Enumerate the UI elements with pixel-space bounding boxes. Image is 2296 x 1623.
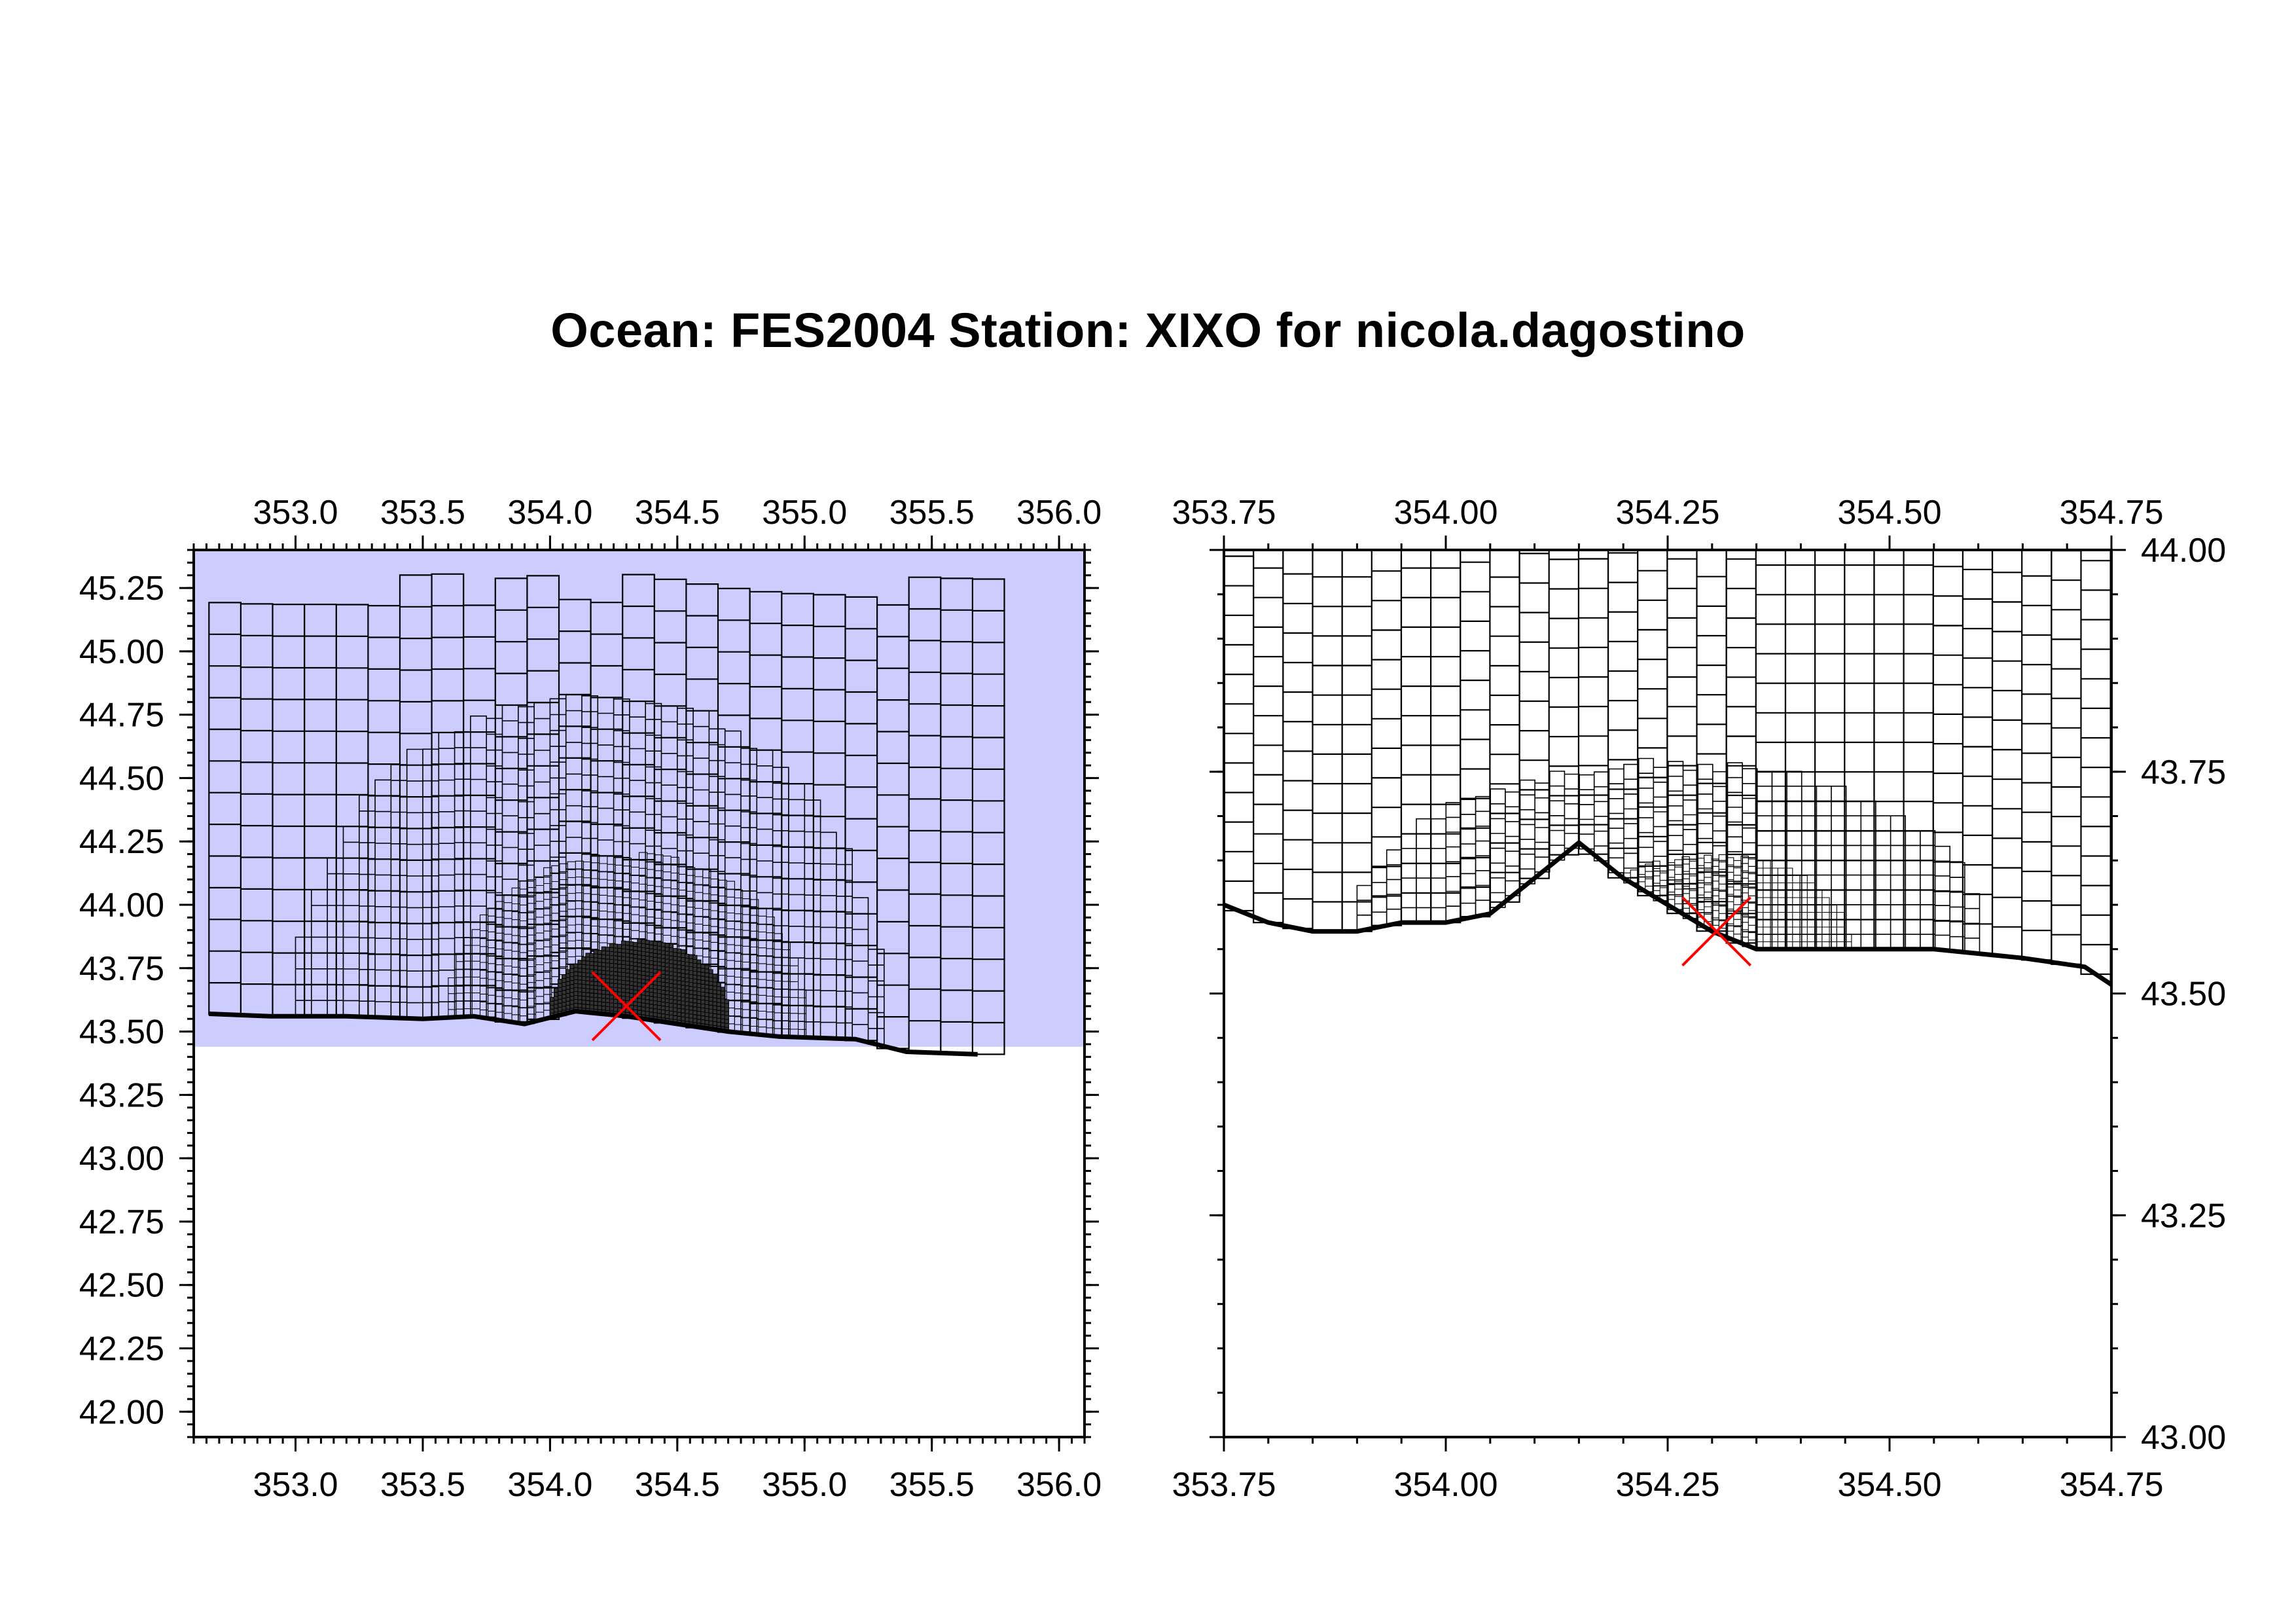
x-tick-label-top: 355.5	[889, 494, 975, 532]
x-tick-label-bottom: 355.5	[889, 1466, 975, 1504]
y-tick-label: 45.00	[79, 633, 164, 671]
y-tick-label: 42.75	[79, 1203, 164, 1241]
x-tick-label-top: 355.0	[762, 494, 847, 532]
axis-ticks	[1210, 536, 2126, 1451]
y-tick-label: 42.00	[79, 1393, 164, 1431]
zoom-map-panel: 353.75 353.75 354.00 354.00 354.25 354.25 354.…	[1172, 494, 2226, 1504]
x-tick-label-bottom: 354.50	[1837, 1466, 1941, 1504]
station-marker	[1681, 896, 1751, 967]
figure-title: Ocean: FES2004 Station: XIXO for nicola.…	[550, 303, 1746, 357]
y-tick-label: 43.00	[2141, 1419, 2226, 1457]
x-tick-label-top: 353.0	[253, 494, 338, 532]
y-tick-label: 43.50	[79, 1013, 164, 1051]
y-tick-label: 43.00	[79, 1140, 164, 1178]
x-tick-label-top: 354.0	[507, 494, 592, 532]
mesh-level-3	[1623, 854, 1852, 950]
y-tick-label: 43.75	[2141, 754, 2226, 792]
x-tick-label-top: 354.25	[1615, 494, 1719, 532]
y-tick-label: 44.00	[79, 886, 164, 924]
x-tick-label-bottom: 354.75	[2059, 1466, 2163, 1504]
y-tick-label: 44.00	[2141, 532, 2226, 570]
x-tick-label-top: 353.75	[1172, 494, 1276, 532]
y-tick-label: 43.50	[2141, 976, 2226, 1013]
x-tick-label-top: 353.5	[380, 494, 465, 532]
y-tick-label: 44.50	[79, 759, 164, 797]
x-tick-label-bottom: 353.0	[253, 1466, 338, 1504]
coastline	[1224, 839, 2111, 987]
y-tick-label: 45.25	[79, 570, 164, 608]
x-tick-label-bottom: 354.0	[507, 1466, 592, 1504]
y-tick-label: 43.25	[79, 1076, 164, 1114]
overview-map-panel: 353.0 353.0 353.5 353.5 354.0 354.0 354.5 354.5…	[79, 494, 1102, 1504]
station-marker	[591, 971, 662, 1042]
x-tick-label-bottom: 356.0	[1016, 1466, 1102, 1504]
x-tick-label-bottom: 353.75	[1172, 1466, 1276, 1504]
x-tick-label-bottom: 353.5	[380, 1466, 465, 1504]
x-tick-label-bottom: 354.25	[1615, 1466, 1719, 1504]
x-tick-label-bottom: 354.5	[635, 1466, 720, 1504]
y-tick-label: 42.50	[79, 1267, 164, 1305]
y-tick-label: 43.25	[2141, 1197, 2226, 1235]
x-tick-label-bottom: 354.00	[1393, 1466, 1498, 1504]
y-tick-label: 44.25	[79, 823, 164, 861]
x-tick-label-bottom: 355.0	[762, 1466, 847, 1504]
x-tick-label-top: 354.00	[1393, 494, 1498, 532]
y-tick-label: 43.75	[79, 950, 164, 988]
axis-ticks	[179, 536, 1099, 1451]
x-tick-label-top: 354.50	[1837, 494, 1941, 532]
x-tick-label-top: 354.5	[635, 494, 720, 532]
coastline	[209, 1009, 978, 1057]
y-tick-label: 44.75	[79, 697, 164, 735]
y-tick-label: 42.25	[79, 1330, 164, 1368]
x-tick-label-top: 356.0	[1016, 494, 1102, 532]
x-tick-label-top: 354.75	[2059, 494, 2163, 532]
